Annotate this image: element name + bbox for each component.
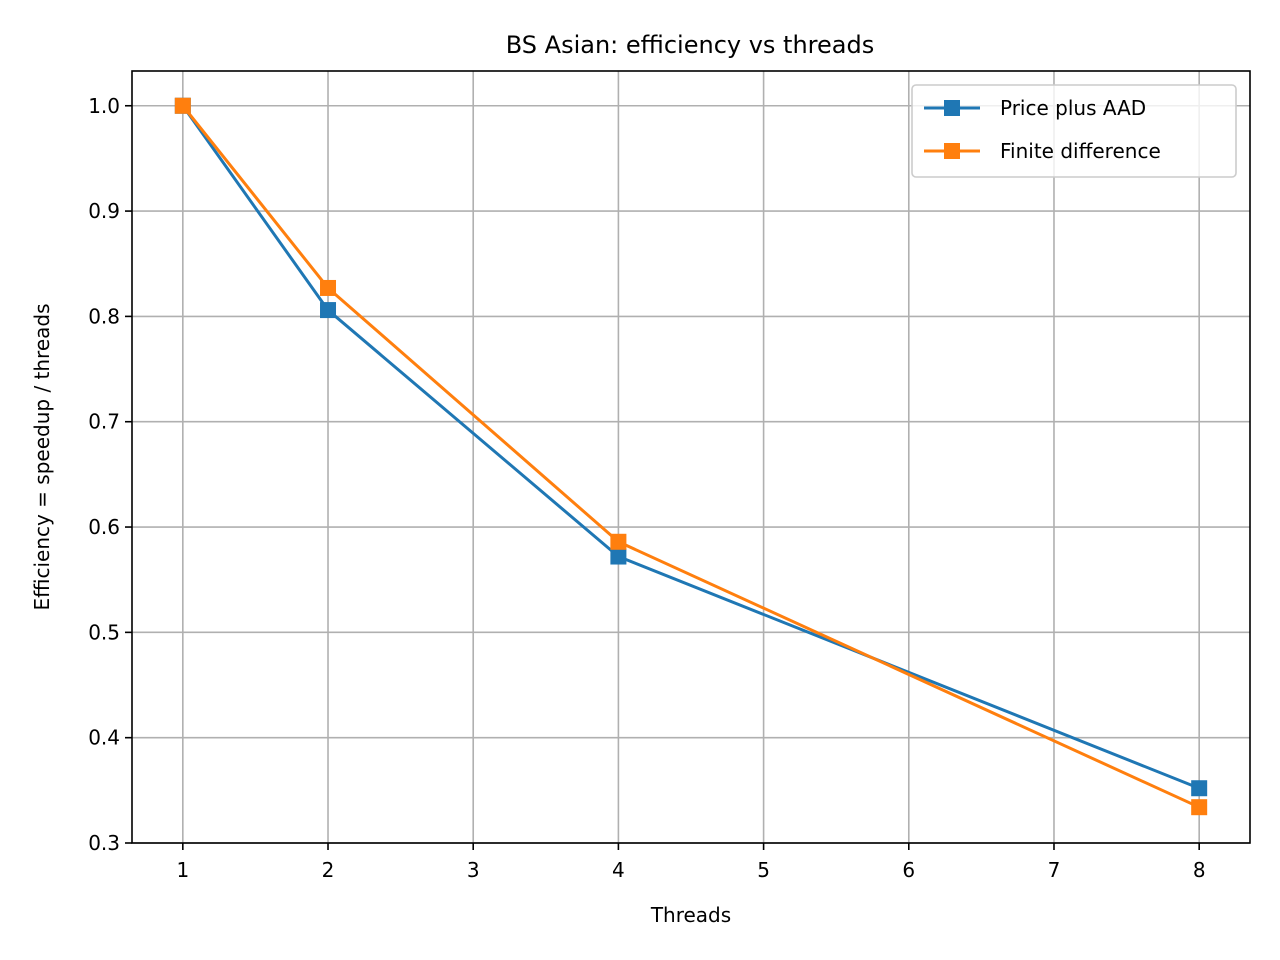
data-point (320, 302, 337, 319)
x-tick-label: 6 (902, 858, 915, 882)
data-point (174, 97, 191, 114)
data-point (610, 533, 627, 550)
series-layer (174, 97, 1208, 816)
y-tick-label: 0.7 (88, 410, 120, 434)
x-axis-label: Threads (650, 903, 731, 927)
ticks-layer: 1 2 3 4 5 6 7 8 0.3 0.4 0.5 0.6 0.7 0.8 0.9 1.0 (88, 94, 1205, 882)
data-point (1191, 780, 1208, 797)
y-tick-label: 0.4 (88, 726, 120, 750)
x-tick-label: 8 (1193, 858, 1206, 882)
legend-swatch-marker (944, 100, 960, 116)
legend-item: Finite difference (924, 139, 1161, 163)
series-1 (174, 97, 1208, 816)
chart-title: BS Asian: efficiency vs threads (506, 31, 874, 59)
series-line (181, 104, 1200, 809)
y-tick-label: 1.0 (88, 94, 120, 118)
legend-label: Price plus AAD (1000, 96, 1146, 120)
legend: Price plus AAD Finite difference (911, 84, 1237, 178)
data-point (320, 279, 337, 296)
series-line (181, 104, 1200, 790)
y-axis-label: Efficiency = speedup / threads (30, 303, 54, 610)
y-tick-label: 0.9 (88, 199, 120, 223)
y-tick-label: 0.5 (88, 620, 120, 644)
x-tick-label: 2 (322, 858, 335, 882)
x-tick-label: 3 (467, 858, 480, 882)
x-tick-label: 4 (612, 858, 625, 882)
y-tick-label: 0.8 (88, 304, 120, 328)
legend-label: Finite difference (1000, 139, 1161, 163)
legend-item: Price plus AAD (924, 96, 1146, 120)
y-tick-label: 0.3 (88, 831, 120, 855)
x-tick-label: 1 (176, 858, 189, 882)
x-tick-label: 7 (1048, 858, 1061, 882)
data-point (610, 548, 627, 565)
y-tick-label: 0.6 (88, 515, 120, 539)
data-point (1191, 799, 1208, 816)
legend-box (911, 84, 1237, 178)
x-tick-label: 5 (757, 858, 770, 882)
legend-swatch-marker (944, 143, 960, 159)
plot-frame (131, 70, 1251, 844)
